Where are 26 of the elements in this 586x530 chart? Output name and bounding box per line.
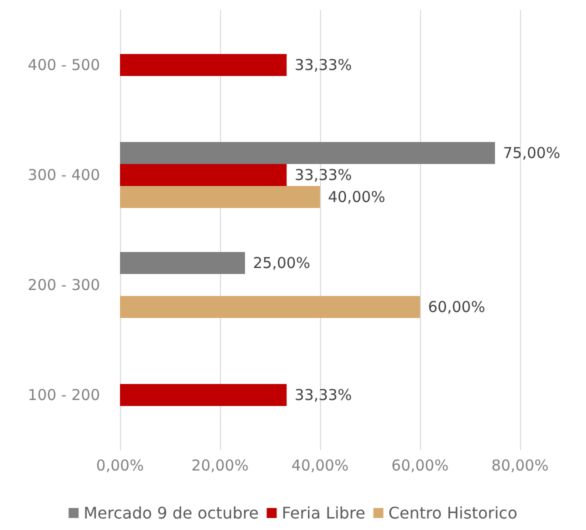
bar bbox=[120, 252, 245, 274]
y-tick-label: 200 - 300 bbox=[28, 276, 100, 294]
x-tick-label: 0,00% bbox=[96, 456, 144, 474]
data-label: 25,00% bbox=[253, 254, 310, 272]
y-tick-label: 300 - 400 bbox=[28, 166, 100, 184]
data-label: 75,00% bbox=[503, 144, 560, 162]
x-tick-label: 20,00% bbox=[191, 456, 249, 474]
legend-label: Centro Historico bbox=[388, 504, 518, 522]
bar bbox=[120, 54, 287, 76]
bar bbox=[120, 142, 495, 164]
data-label: 60,00% bbox=[428, 298, 486, 316]
legend-label: Mercado 9 de octubre bbox=[84, 504, 259, 522]
data-label: 33,33% bbox=[294, 56, 352, 74]
x-tick-label: 60,00% bbox=[391, 456, 449, 474]
y-tick-label: 400 - 500 bbox=[28, 56, 100, 74]
data-label: 33,33% bbox=[294, 166, 352, 184]
data-label: 33,33% bbox=[294, 386, 352, 404]
y-tick-label: 100 - 200 bbox=[28, 386, 100, 404]
bar bbox=[120, 186, 320, 208]
legend-label: Feria Libre bbox=[282, 504, 366, 522]
x-tick-label: 80,00% bbox=[491, 456, 549, 474]
data-label: 40,00% bbox=[328, 188, 386, 206]
x-tick-label: 40,00% bbox=[291, 456, 349, 474]
bar bbox=[120, 384, 287, 406]
bar bbox=[120, 296, 420, 318]
bar bbox=[120, 164, 287, 186]
